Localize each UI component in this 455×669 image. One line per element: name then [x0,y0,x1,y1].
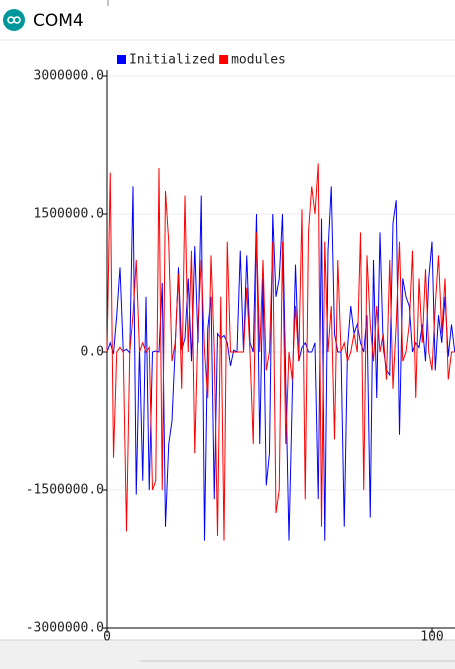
title-bar [0,0,455,40]
y-tick-label: 1500000.0 [34,207,104,222]
y-tick-label: 3000000.0 [34,69,104,84]
series-line [106,163,455,541]
legend-swatch [219,55,229,64]
legend-swatch [117,55,126,64]
app-icon-glyph [7,16,21,24]
y-tick-label: 0.0 [81,345,104,360]
legend-label: Initialized [129,53,215,68]
series-line [106,186,455,541]
window-title: COM4 [33,11,84,31]
y-tick-label: -3000000.0 [26,621,104,636]
bottom-bar [0,640,455,669]
x-tick-label: 100 [420,630,443,645]
y-tick-label: -1500000.0 [26,483,104,498]
x-tick-label: 0 [103,630,111,645]
legend-label: modules [231,53,286,68]
plot: 3000000.0 1500000.0 0.0 -1500000.0 -3000000.… [26,53,455,645]
